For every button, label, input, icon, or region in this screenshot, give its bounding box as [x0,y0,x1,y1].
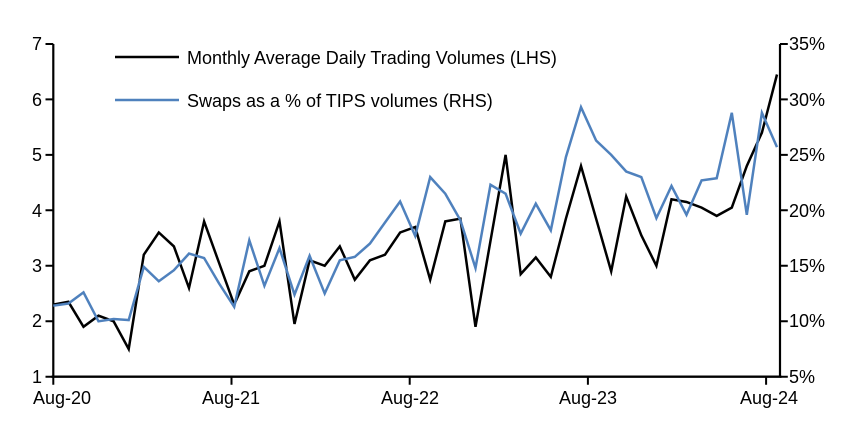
x-tick-label: Aug-24 [740,388,798,408]
left-tick-label: 5 [32,145,42,165]
lhs-series-line [53,74,779,353]
x-tick-label: Aug-23 [559,388,617,408]
right-tick-label: 30% [789,90,825,110]
left-tick-label: 4 [32,201,42,221]
left-tick-label: 6 [32,90,42,110]
right-axis-ticks [780,43,788,378]
left-tick-label: 7 [32,34,42,54]
rhs-series-line [53,103,779,323]
right-tick-label: 15% [789,256,825,276]
x-tick-label: Aug-22 [381,388,439,408]
x-axis-ticks [52,376,768,385]
left-tick-label: 1 [32,367,42,387]
rhs-legend-label: Swaps as a % of TIPS volumes (RHS) [187,91,493,111]
left-axis-ticks [45,43,54,378]
left-tick-label: 2 [32,311,42,331]
x-tick-label: Aug-20 [33,388,91,408]
lhs-legend-label: Monthly Average Daily Trading Volumes (L… [187,48,557,68]
right-tick-label: 20% [789,201,825,221]
x-tick-label: Aug-21 [202,388,260,408]
right-tick-label: 35% [789,34,825,54]
right-tick-label: 5% [789,367,815,387]
chart-legend: Monthly Average Daily Trading Volumes (L… [115,48,557,111]
right-tick-label: 10% [789,311,825,331]
left-tick-label: 3 [32,256,42,276]
right-tick-label: 25% [789,145,825,165]
